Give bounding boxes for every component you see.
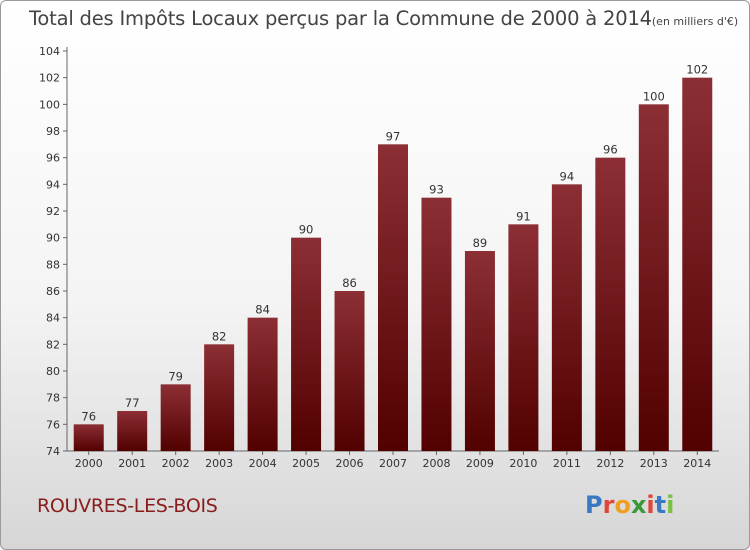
y-tick-label: 78 — [46, 392, 60, 405]
data-label: 93 — [429, 183, 444, 197]
y-tick-label: 94 — [46, 178, 60, 191]
data-label: 97 — [386, 129, 401, 143]
bar — [204, 344, 235, 451]
y-tick-label: 88 — [46, 258, 60, 271]
bar — [291, 237, 322, 451]
bar — [421, 197, 452, 451]
data-label: 79 — [168, 369, 183, 383]
y-tick-label: 98 — [46, 125, 60, 138]
proxiti-logo: Proxiti — [585, 491, 674, 519]
data-label: 82 — [212, 329, 227, 343]
data-label: 76 — [81, 409, 96, 423]
bar — [160, 384, 191, 451]
x-tick-label: 2007 — [379, 457, 407, 470]
x-tick-label: 2010 — [509, 457, 537, 470]
bar — [117, 411, 148, 451]
logo-letter: r — [602, 491, 615, 519]
data-label: 102 — [686, 63, 708, 77]
bar — [464, 251, 495, 451]
data-label: 94 — [560, 169, 575, 183]
x-tick-label: 2001 — [118, 457, 146, 470]
y-tick-label: 74 — [46, 445, 60, 458]
x-tick-label: 2009 — [466, 457, 494, 470]
logo-letter: t — [654, 491, 667, 519]
y-tick-label: 90 — [46, 232, 60, 245]
x-tick-label: 2012 — [596, 457, 624, 470]
y-tick-label: 80 — [46, 365, 60, 378]
bar — [638, 104, 669, 451]
commune-name: ROUVRES-LES-BOIS — [37, 495, 218, 517]
chart-title: Total des Impôts Locaux perçus par la Co… — [29, 7, 652, 30]
x-tick-label: 2006 — [336, 457, 364, 470]
bar — [682, 77, 713, 452]
x-tick-label: 2008 — [422, 457, 450, 470]
bar — [334, 291, 365, 451]
bar — [247, 317, 278, 451]
data-label: 100 — [643, 89, 665, 103]
y-tick-label: 104 — [39, 45, 60, 58]
y-tick-label: 100 — [39, 98, 60, 111]
bar — [508, 224, 539, 451]
y-tick-label: 102 — [39, 72, 60, 85]
x-tick-label: 2014 — [683, 457, 711, 470]
data-label: 91 — [516, 209, 531, 223]
x-tick-label: 2000 — [75, 457, 103, 470]
bar — [378, 144, 408, 452]
x-tick-label: 2013 — [640, 457, 668, 470]
x-tick-label: 2003 — [205, 457, 233, 470]
chart-unit: (en milliers d'€) — [651, 15, 739, 28]
data-label: 89 — [473, 236, 488, 250]
x-tick-label: 2004 — [249, 457, 277, 470]
data-label: 90 — [299, 223, 314, 237]
x-tick-label: 2005 — [292, 457, 320, 470]
bar — [595, 157, 626, 451]
y-tick-label: 96 — [46, 152, 60, 165]
y-tick-label: 84 — [46, 312, 60, 325]
y-tick-label: 82 — [46, 338, 60, 351]
logo-letter: i — [666, 491, 675, 519]
data-label: 84 — [255, 303, 270, 317]
logo-letter: x — [630, 491, 647, 519]
x-tick-label: 2011 — [553, 457, 581, 470]
data-label: 77 — [125, 396, 140, 410]
logo-letter: o — [614, 491, 631, 519]
data-label: 86 — [342, 276, 357, 290]
y-tick-label: 92 — [46, 205, 60, 218]
bar — [551, 184, 582, 452]
y-tick-label: 76 — [46, 418, 60, 431]
bar — [73, 424, 104, 451]
chart-title-block: Total des Impôts Locaux perçus par la Co… — [29, 7, 738, 30]
logo-letter: i — [646, 491, 655, 519]
logo-letter: P — [585, 491, 603, 519]
data-label: 96 — [603, 143, 618, 157]
y-tick-label: 86 — [46, 285, 60, 298]
x-tick-label: 2002 — [162, 457, 190, 470]
